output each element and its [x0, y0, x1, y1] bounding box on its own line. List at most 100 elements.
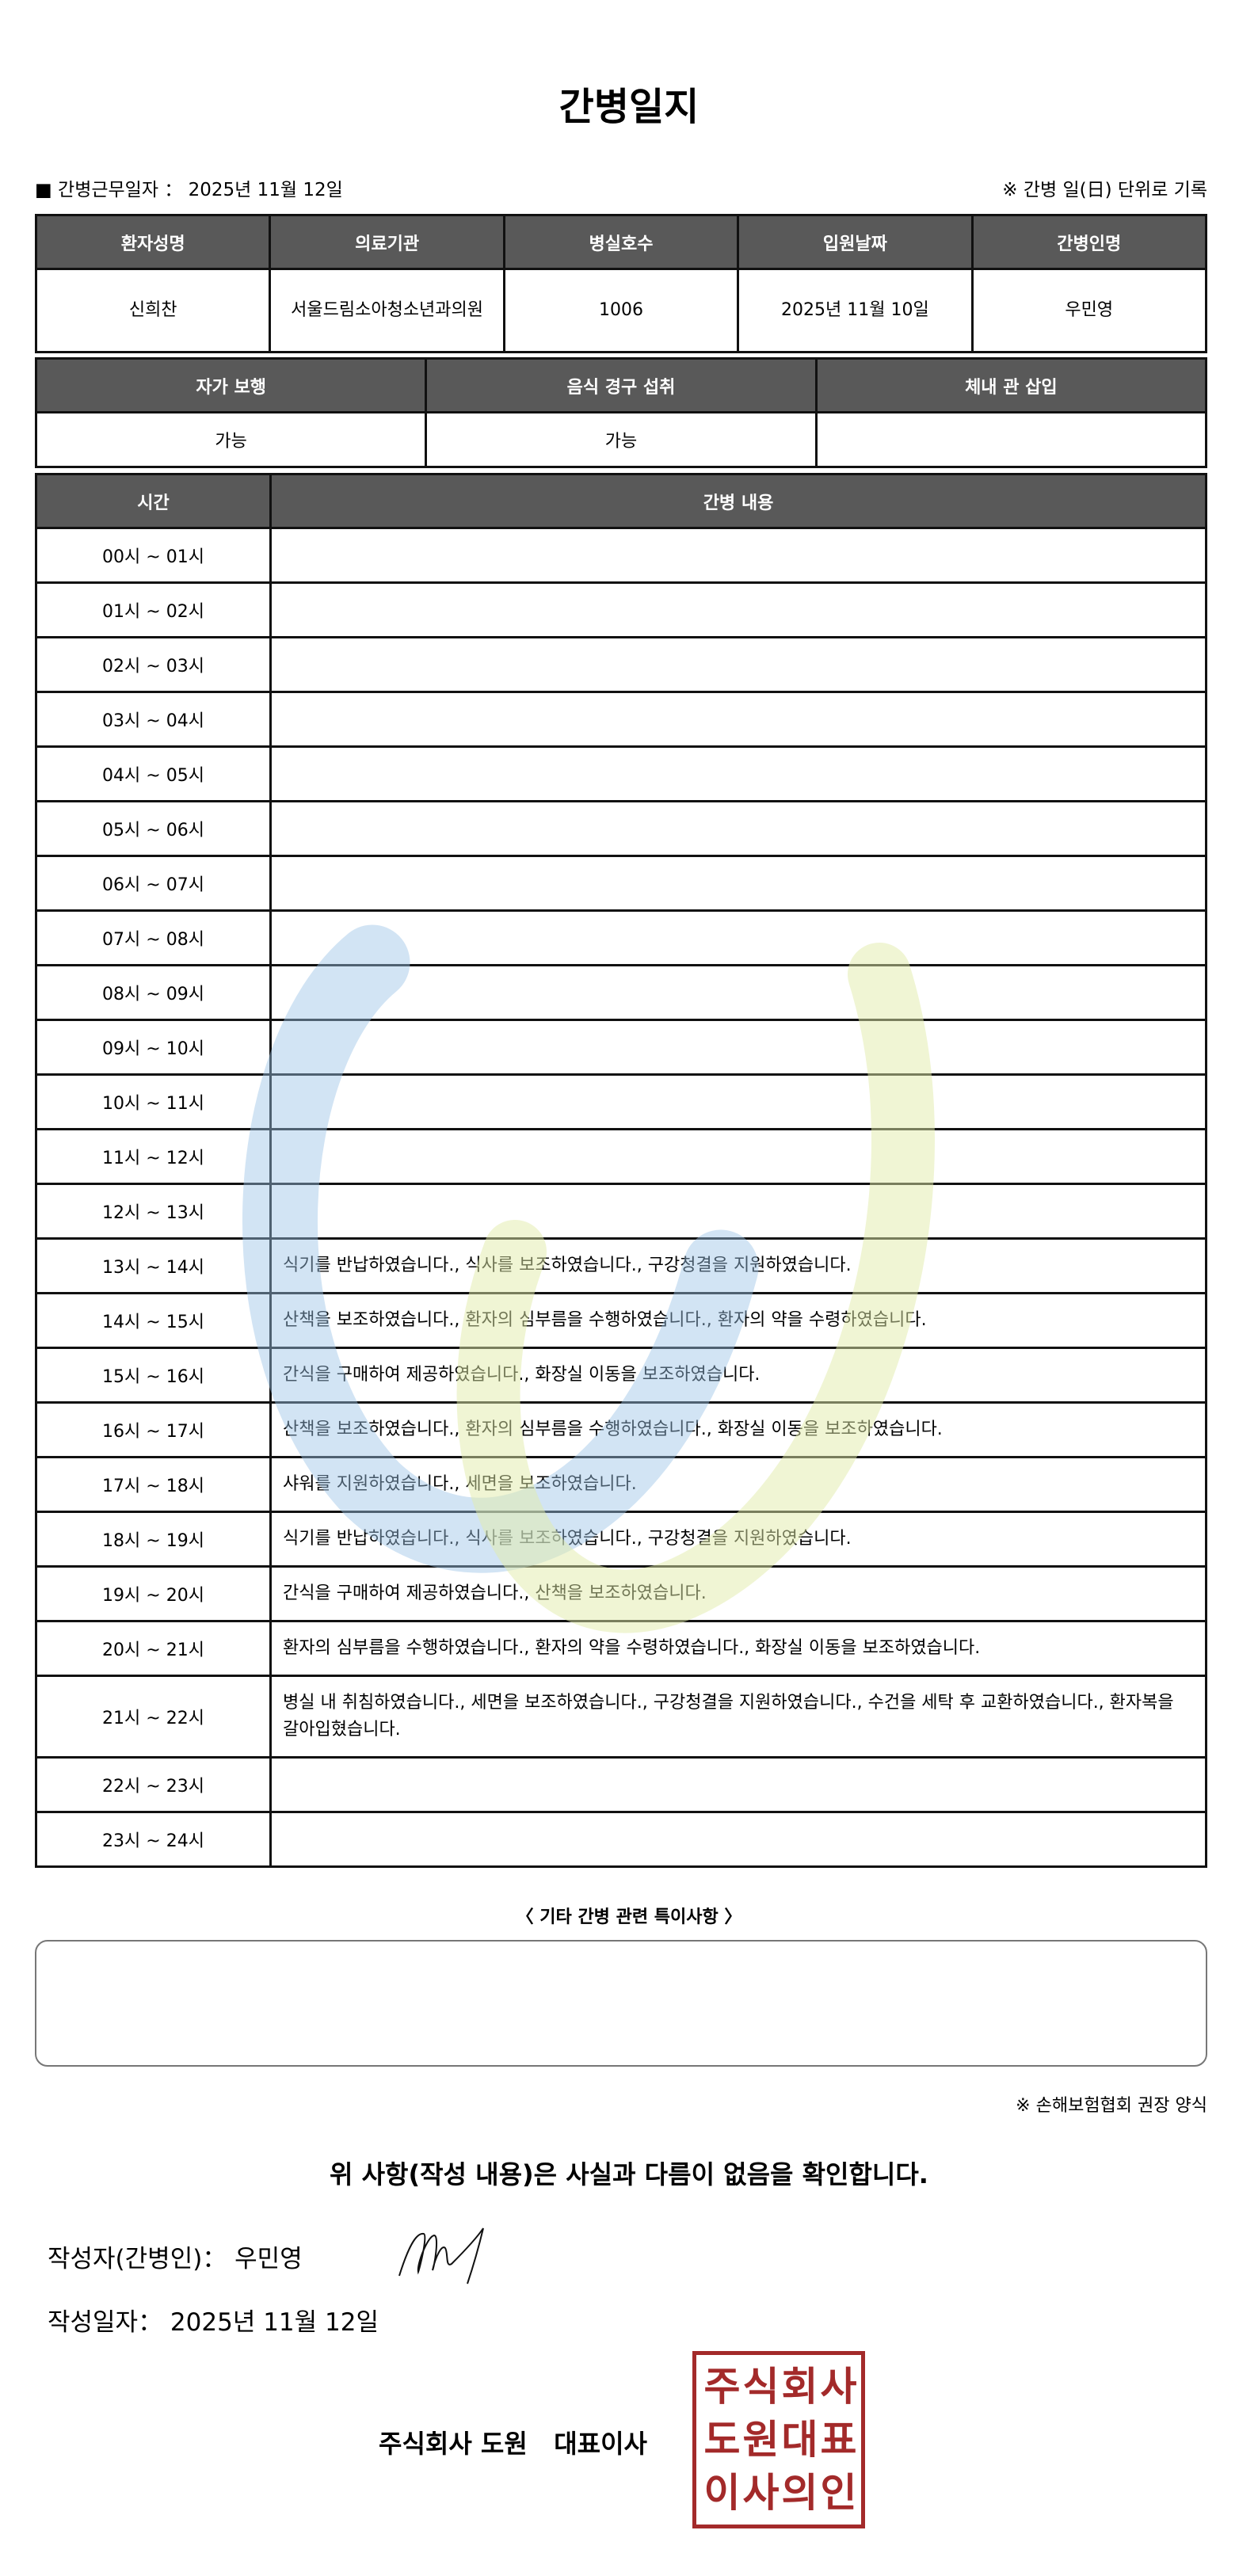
log-row: 20시 ~ 21시 환자의 심부름을 수행하였습니다., 환자의 약을 수령하였습…	[35, 1620, 1207, 1677]
log-time: 00시 ~ 01시	[35, 527, 272, 584]
log-row: 09시 ~ 10시	[35, 1019, 1207, 1076]
stamp-character: 회	[781, 2363, 818, 2410]
log-time: 05시 ~ 06시	[35, 800, 272, 857]
log-row: 08시 ~ 09시	[35, 964, 1207, 1021]
log-row: 16시 ~ 17시 산책을 보조하였습니다., 환자의 심부름을 수행하였습니다.…	[35, 1401, 1207, 1458]
care-log-table: 시간 간병 내용 00시 ~ 01시 01시 ~ 02시 02시 ~ 03시 03시 …	[35, 473, 1207, 1868]
header-content: 간병 내용	[269, 473, 1207, 529]
hospital: 서울드림소아청소년과의원	[269, 268, 505, 353]
log-content	[269, 1183, 1207, 1240]
work-date: ■ 간병근무일자 ： 2025년 11월 12일	[35, 180, 343, 200]
log-content	[269, 691, 1207, 748]
log-row: 15시 ~ 16시 간식을 구매하여 제공하였습니다., 화장실 이동을 보조하였…	[35, 1347, 1207, 1404]
status-table: 자가 보행 음식 경구 섭취 체내 관 삽입 가능 가능	[34, 357, 1208, 468]
log-row: 12시 ~ 13시	[35, 1183, 1207, 1240]
log-content: 병실 내 취침하였습니다., 세면을 보조하였습니다., 구강청결을 지원하였습…	[269, 1675, 1207, 1759]
log-row: 19시 ~ 20시 간식을 구매하여 제공하였습니다., 산책을 보조하였습니다.	[35, 1565, 1207, 1622]
written-date-line: 작성일자： 2025년 11월 12일	[48, 2308, 379, 2337]
log-time: 15시 ~ 16시	[35, 1347, 272, 1404]
log-time: 22시 ~ 23시	[35, 1756, 272, 1813]
log-time: 07시 ~ 08시	[35, 909, 272, 966]
log-content: 간식을 구매하여 제공하였습니다., 산책을 보조하였습니다.	[269, 1565, 1207, 1622]
log-time: 13시 ~ 14시	[35, 1237, 272, 1294]
log-time: 17시 ~ 18시	[35, 1456, 272, 1513]
patient-name: 신희찬	[34, 268, 272, 353]
log-time: 16시 ~ 17시	[35, 1401, 272, 1458]
log-content: 간식을 구매하여 제공하였습니다., 화장실 이동을 보조하였습니다.	[269, 1347, 1207, 1404]
log-time: 02시 ~ 03시	[35, 636, 272, 693]
log-time: 20시 ~ 21시	[35, 1620, 272, 1677]
memo-label: 〈 기타 간병 관련 특이사항 〉	[516, 1907, 742, 1927]
writer-line: 작성자(간병인)： 우민영	[48, 2245, 303, 2273]
log-content	[269, 745, 1207, 802]
stamp-character: 주	[703, 2363, 741, 2410]
stamp-character: 대	[781, 2416, 818, 2463]
room-number: 1006	[502, 268, 740, 353]
log-row: 14시 ~ 15시 산책을 보조하였습니다., 환자의 심부름을 수행하였습니다.…	[35, 1292, 1207, 1349]
log-time: 04시 ~ 05시	[35, 745, 272, 802]
log-content	[269, 1811, 1207, 1868]
walking-value: 가능	[34, 411, 428, 468]
log-content: 환자의 심부름을 수행하였습니다., 환자의 약을 수령하였습니다., 화장실 …	[269, 1620, 1207, 1677]
log-content	[269, 527, 1207, 584]
log-row: 05시 ~ 06시	[35, 800, 1207, 857]
header-hospital: 의료기관	[269, 214, 505, 270]
caregiver-name: 우민영	[970, 268, 1208, 353]
log-row: 06시 ~ 07시	[35, 855, 1207, 912]
signature-image	[398, 2227, 484, 2284]
memo-textarea[interactable]	[35, 1940, 1207, 2067]
log-content	[269, 1019, 1207, 1076]
log-content	[269, 964, 1207, 1021]
log-content	[269, 855, 1207, 912]
log-row: 07시 ~ 08시	[35, 909, 1207, 966]
stamp-character: 원	[742, 2416, 780, 2463]
log-row: 10시 ~ 11시	[35, 1073, 1207, 1130]
tube-value	[814, 411, 1208, 468]
log-row: 23시 ~ 24시	[35, 1811, 1207, 1868]
log-time: 08시 ~ 09시	[35, 964, 272, 1021]
company-representative: 주식회사 도원 대표이사	[379, 2429, 647, 2459]
log-row: 17시 ~ 18시 샤워를 지원하였습니다., 세면을 보조하였습니다.	[35, 1456, 1207, 1513]
header-patient-name: 환자성명	[34, 214, 272, 270]
oral-intake-value: 가능	[425, 411, 818, 468]
confirmation-statement: 위 사항(작성 내용)은 사실과 다름이 없음을 확인합니다.	[330, 2159, 928, 2189]
log-row: 21시 ~ 22시 병실 내 취침하였습니다., 세면을 보조하였습니다., 구강…	[35, 1675, 1207, 1759]
header-caregiver: 간병인명	[970, 214, 1208, 270]
stamp-character: 인	[820, 2470, 857, 2517]
stamp-character: 의	[781, 2470, 818, 2517]
log-row: 04시 ~ 05시	[35, 745, 1207, 802]
admission-date: 2025년 11월 10일	[737, 268, 974, 353]
log-time: 18시 ~ 19시	[35, 1511, 272, 1568]
log-content: 샤워를 지원하였습니다., 세면을 보조하였습니다.	[269, 1456, 1207, 1513]
log-time: 09시 ~ 10시	[35, 1019, 272, 1076]
log-row: 18시 ~ 19시 식기를 반납하였습니다., 식사를 보조하였습니다., 구강청…	[35, 1511, 1207, 1568]
log-time: 01시 ~ 02시	[35, 581, 272, 638]
header-time: 시간	[35, 473, 272, 529]
log-row: 03시 ~ 04시	[35, 691, 1207, 748]
log-time: 19시 ~ 20시	[35, 1565, 272, 1622]
log-content: 식기를 반납하였습니다., 식사를 보조하였습니다., 구강청결을 지원하였습니…	[269, 1511, 1207, 1568]
log-content: 산책을 보조하였습니다., 환자의 심부름을 수행하였습니다., 환자의 약을 …	[269, 1292, 1207, 1349]
log-time: 12시 ~ 13시	[35, 1183, 272, 1240]
log-time: 14시 ~ 15시	[35, 1292, 272, 1349]
log-content	[269, 581, 1207, 638]
log-row: 22시 ~ 23시	[35, 1756, 1207, 1813]
log-time: 06시 ~ 07시	[35, 855, 272, 912]
log-row: 13시 ~ 14시 식기를 반납하였습니다., 식사를 보조하였습니다., 구강청…	[35, 1237, 1207, 1294]
log-content: 산책을 보조하였습니다., 환자의 심부름을 수행하였습니다., 화장실 이동을…	[269, 1401, 1207, 1458]
stamp-character: 식	[742, 2363, 780, 2410]
log-row: 11시 ~ 12시	[35, 1128, 1207, 1185]
log-content	[269, 1073, 1207, 1130]
log-content	[269, 636, 1207, 693]
log-content	[269, 1756, 1207, 1813]
page-title: 간병일지	[558, 85, 700, 129]
unit-note: ※ 간병 일(日) 단위로 기록	[1002, 180, 1207, 200]
log-time: 21시 ~ 22시	[35, 1675, 272, 1759]
stamp-character: 사	[820, 2363, 857, 2410]
log-content	[269, 1128, 1207, 1185]
footnote: ※ 손해보험협회 권장 양식	[1016, 2096, 1207, 2116]
stamp-character: 표	[820, 2416, 857, 2463]
header-room: 병실호수	[502, 214, 740, 270]
log-time: 10시 ~ 11시	[35, 1073, 272, 1130]
